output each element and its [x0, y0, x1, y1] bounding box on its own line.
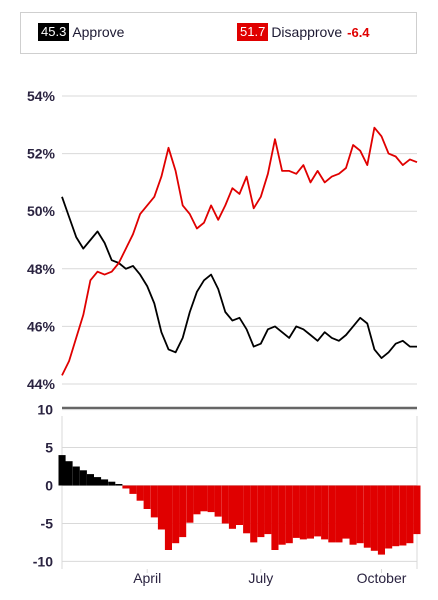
- net-bar: [299, 485, 307, 540]
- net-chart-bars: [58, 455, 421, 555]
- main-y-tick-label: 50%: [27, 203, 56, 219]
- main-chart-y-ticks: 54% 52% 50% 48% 46% 44%: [27, 88, 56, 392]
- net-bar: [385, 485, 393, 549]
- main-y-tick-label: 48%: [27, 261, 56, 277]
- net-bar: [392, 485, 400, 547]
- net-bar: [370, 485, 378, 551]
- net-bar: [228, 485, 236, 529]
- main-y-tick-label: 52%: [27, 146, 56, 162]
- net-y-tick-label: -5: [41, 515, 54, 531]
- net-bar: [406, 485, 414, 544]
- net-bar: [342, 485, 350, 539]
- net-bar: [94, 477, 102, 486]
- net-bar: [186, 485, 194, 523]
- net-bar: [122, 485, 130, 489]
- net-bar: [250, 485, 258, 543]
- net-bar: [65, 461, 73, 486]
- net-bar: [200, 485, 208, 512]
- net-bar: [172, 485, 180, 544]
- disapprove-line: [61, 126, 418, 376]
- net-chart-y-ticks: 10 5 0 -5 -10: [33, 402, 53, 570]
- net-bar: [306, 485, 314, 539]
- net-bar: [115, 484, 123, 486]
- net-bar: [164, 485, 172, 550]
- net-bar: [314, 485, 322, 537]
- legend-box: 45.3 Approve 51.7 Disapprove -6.4: [20, 12, 417, 54]
- net-bar: [129, 485, 137, 494]
- net-bar: [328, 485, 336, 543]
- net-bar: [86, 474, 94, 486]
- approve-label: Approve: [72, 24, 125, 40]
- net-bar: [143, 485, 151, 509]
- net-bar: [271, 485, 279, 550]
- net-bar: [157, 485, 165, 530]
- net-bar: [179, 485, 187, 538]
- main-y-tick-label: 44%: [27, 376, 56, 392]
- net-bar: [278, 485, 286, 545]
- net-bar: [79, 470, 87, 486]
- net-bar: [108, 481, 116, 486]
- x-tick-label: July: [248, 570, 273, 586]
- approve-line: [61, 196, 417, 359]
- legend-disapprove: 51.7 Disapprove -6.4: [237, 23, 370, 41]
- net-bar: [101, 479, 109, 486]
- net-y-tick-label: 10: [37, 402, 53, 418]
- net-bar: [257, 485, 265, 538]
- main-y-tick-label: 46%: [27, 318, 56, 334]
- net-bar: [356, 485, 364, 544]
- net-y-tick-label: -10: [33, 553, 53, 569]
- net-bar: [235, 485, 243, 525]
- disapprove-label: Disapprove: [271, 24, 343, 40]
- x-tick-label: April: [133, 570, 161, 586]
- net-bar: [335, 485, 343, 543]
- net-bar: [264, 485, 272, 535]
- net-bar: [221, 485, 229, 524]
- net-value: -6.4: [347, 24, 370, 40]
- legend-approve: 45.3 Approve: [38, 23, 124, 41]
- main-y-tick-label: 54%: [27, 88, 56, 104]
- net-bar: [399, 485, 407, 546]
- net-bar: [150, 485, 158, 518]
- net-bar: [349, 485, 357, 545]
- net-bar: [207, 485, 215, 513]
- net-bar: [285, 485, 293, 544]
- net-bar: [58, 455, 66, 486]
- net-bar: [243, 485, 251, 534]
- net-y-tick-label: 0: [45, 478, 53, 494]
- net-bar: [72, 466, 80, 486]
- disapprove-value-badge: 51.7: [237, 23, 269, 41]
- net-bar: [413, 485, 421, 535]
- net-bar: [136, 485, 144, 501]
- net-bar: [321, 485, 329, 540]
- approve-value-badge: 45.3: [38, 23, 70, 41]
- net-chart-x-ticks: April July October: [133, 569, 407, 586]
- main-chart-gridlines: [62, 95, 417, 385]
- net-bar: [193, 485, 201, 515]
- x-tick-label: October: [357, 570, 407, 586]
- net-y-tick-label: 5: [45, 440, 53, 456]
- net-bar: [363, 485, 371, 548]
- net-bar: [377, 485, 385, 555]
- net-bar: [292, 485, 300, 538]
- net-bar: [214, 485, 222, 517]
- main-chart-series: [61, 126, 418, 376]
